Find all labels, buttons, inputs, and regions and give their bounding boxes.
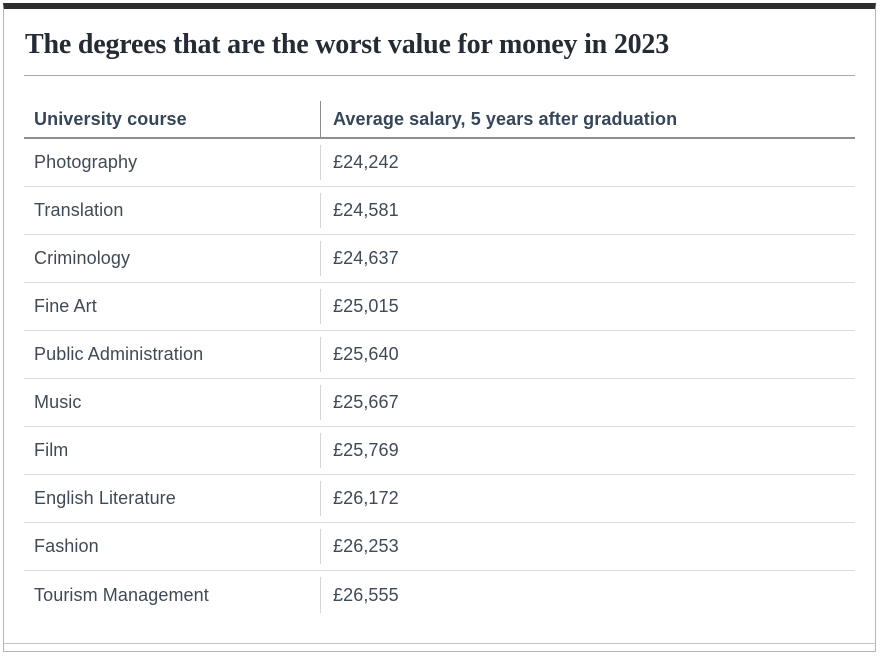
salary-cell: £26,555 — [320, 571, 855, 619]
salary-cell: £26,172 — [320, 475, 855, 522]
table-row: Public Administration £25,640 — [24, 331, 855, 380]
salary-cell: £25,769 — [320, 427, 855, 474]
page-title: The degrees that are the worst value for… — [25, 29, 670, 60]
column-header-course: University course — [34, 108, 187, 129]
table-row: Fine Art £25,015 — [24, 283, 855, 332]
course-cell: Fine Art — [34, 296, 97, 317]
course-cell: Film — [34, 440, 69, 461]
salary-cell: £24,637 — [320, 235, 855, 282]
table-row: Photography £24,242 — [24, 139, 855, 188]
table-body: Photography £24,242 Translation £24,581 … — [24, 139, 855, 619]
salary-cell: £25,640 — [320, 331, 855, 378]
course-cell: Criminology — [34, 248, 131, 269]
salary-cell: £24,581 — [320, 187, 855, 234]
widget-frame: The degrees that are the worst value for… — [3, 3, 876, 652]
course-cell: Public Administration — [34, 344, 204, 365]
salary-cell: £26,253 — [320, 523, 855, 570]
salary-cell: £25,667 — [320, 379, 855, 426]
course-cell: Music — [34, 392, 82, 413]
course-cell: Translation — [34, 200, 124, 221]
table-row: English Literature £26,172 — [24, 475, 855, 524]
salary-cell: £25,015 — [320, 283, 855, 330]
widget-content: The degrees that are the worst value for… — [4, 29, 875, 619]
table-row: Film £25,769 — [24, 427, 855, 476]
title-divider — [24, 75, 855, 77]
table-row: Criminology £24,637 — [24, 235, 855, 284]
course-cell: Photography — [34, 152, 138, 173]
table-header-row: University course Average salary, 5 year… — [24, 101, 855, 140]
table-row: Music £25,667 — [24, 379, 855, 428]
course-cell: English Literature — [34, 488, 176, 509]
table-row: Translation £24,581 — [24, 187, 855, 236]
column-header-salary: Average salary, 5 years after graduation — [320, 101, 855, 138]
table-row: Fashion £26,253 — [24, 523, 855, 572]
course-cell: Tourism Management — [34, 584, 209, 605]
course-cell: Fashion — [34, 536, 99, 557]
table-row: Tourism Management £26,555 — [24, 571, 855, 619]
footer-divider — [4, 643, 875, 644]
salary-cell: £24,242 — [320, 139, 855, 186]
